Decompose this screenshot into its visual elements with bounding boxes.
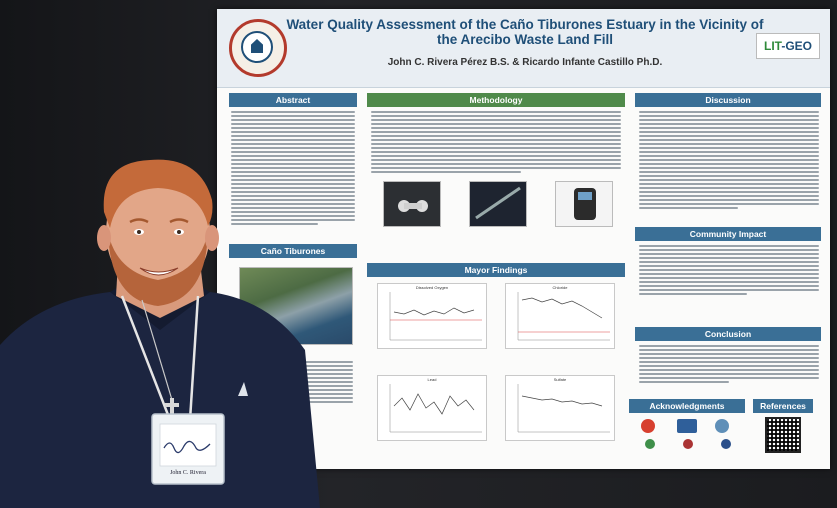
sponsor-logo-icon (677, 419, 697, 433)
chloride-chart: Chloride (505, 283, 615, 349)
chloride-chart-title: Chloride (552, 285, 568, 290)
site-header: Caño Tiburones (229, 244, 357, 258)
research-poster: Water Quality Assessment of the Caño Tib… (217, 9, 830, 469)
poster-authors: John C. Rivera Pérez B.S. & Ricardo Infa… (387, 57, 663, 68)
sponsor-logo-icon (715, 419, 729, 433)
lead-chart: Lead (377, 375, 487, 441)
sponsor-logo-icon (721, 439, 731, 449)
oxygen-chart-title: Dissolved Oxygen (415, 285, 449, 290)
sponsor-logo-icon (683, 439, 693, 449)
water-sampler-photo (383, 181, 441, 227)
poster-header: Water Quality Assessment of the Caño Tib… (217, 9, 830, 88)
discussion-text (639, 111, 819, 211)
methodology-header: Methodology (367, 93, 625, 107)
badge-name: John C. Rivera (170, 470, 206, 476)
acknowledgments-header: Acknowledgments (629, 399, 745, 413)
community-header: Community Impact (635, 227, 821, 241)
site-text (287, 361, 353, 405)
abstract-text (231, 111, 355, 227)
sponsor-logo-icon (645, 439, 655, 449)
poster-title: Water Quality Assessment of the Caño Tib… (286, 17, 764, 47)
community-text (639, 245, 819, 297)
conclusion-header: Conclusion (635, 327, 821, 341)
discussion-header: Discussion (635, 93, 821, 107)
findings-header: Mayor Findings (367, 263, 625, 277)
methodology-text (371, 111, 621, 175)
abstract-header: Abstract (229, 93, 357, 107)
references-header: References (753, 399, 813, 413)
oxygen-chart: Dissolved Oxygen (377, 283, 487, 349)
sponsor-logo-icon (641, 419, 655, 433)
sampling-photo (469, 181, 527, 227)
lit-geo-logo: LIT-GEO (756, 33, 820, 59)
lead-chart-title: Lead (427, 377, 437, 382)
qr-code-icon (765, 417, 801, 453)
sulfate-chart: Sulfate (505, 375, 615, 441)
conclusion-text (639, 345, 819, 385)
university-seal-icon (229, 19, 287, 77)
colorimeter-photo (555, 181, 613, 227)
presenter-person: John C. Rivera (0, 159, 320, 508)
sulfate-chart-title: Sulfate (553, 377, 567, 382)
